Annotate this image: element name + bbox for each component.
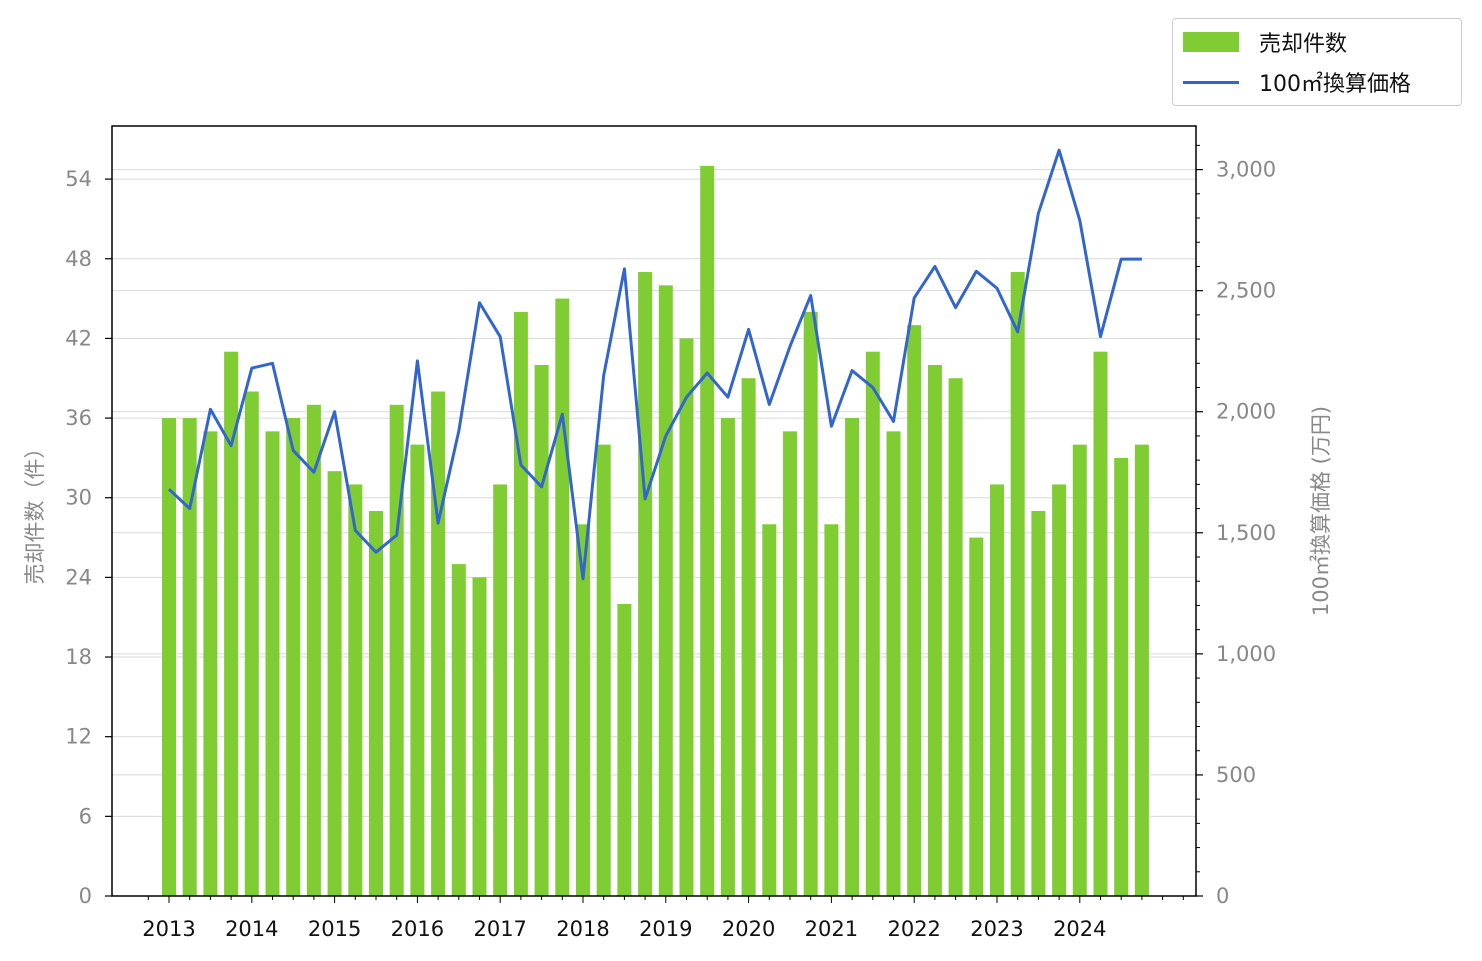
bar [720,418,735,896]
legend-item-sales-count: 売却件数 [1173,27,1347,57]
y-tick-label-left: 48 [65,247,92,271]
bar [990,484,1004,896]
bar [576,524,590,896]
bar [1031,511,1046,896]
bar [224,351,239,896]
y-tick-label-right: 2,500 [1216,279,1276,303]
bar [513,311,528,896]
bar [824,524,839,896]
bar [1114,457,1129,896]
y-tick-label-left: 36 [65,406,92,430]
y-tick-label-right: 500 [1216,763,1256,787]
bar [306,404,321,896]
x-tick-label: 2024 [1053,917,1106,941]
legend-label-sales-count: 売却件数 [1259,32,1348,57]
bar [1010,272,1025,896]
y-tick-label-right: 1,500 [1216,521,1276,545]
bar [286,418,301,896]
y-tick-label-left: 42 [65,326,92,350]
bar [638,272,653,896]
x-tick-label: 2018 [556,917,609,941]
bar [1134,444,1149,896]
bar [493,484,508,896]
bar [1072,444,1087,896]
bar [845,418,860,896]
bar [927,364,942,896]
bar [865,351,880,896]
bar [741,378,756,896]
x-tick-label: 2022 [887,917,940,941]
x-tick-label: 2014 [225,917,278,941]
y-tick-label-right: 2,000 [1216,400,1276,424]
bar [783,431,797,896]
bar [886,431,901,896]
legend-bar-swatch [1183,32,1239,52]
bar [410,444,425,896]
x-tick-label: 2015 [308,917,361,941]
bar [762,524,777,896]
price-line [167,148,1142,581]
bar [969,537,984,896]
y-axis-label-left: 売却件数（件） [23,438,47,585]
y-tick-label-left: 12 [65,725,92,749]
y-axis-label-right: 100㎡換算価格 (万円) [1309,406,1333,616]
bar [451,564,466,896]
bar [472,577,487,896]
y-tick-label-left: 24 [65,565,92,589]
y-tick-label-left: 30 [65,486,92,510]
bar [534,364,549,896]
x-tick-label: 2019 [639,917,692,941]
bar [617,603,632,896]
legend-item-price: 100㎡換算価格 [1173,67,1411,97]
x-tick-label: 2023 [970,917,1023,941]
bar [679,338,694,896]
bar [1093,351,1108,896]
y-tick-label-left: 0 [79,884,92,908]
legend-label-price: 100㎡換算価格 [1259,72,1411,97]
bar [389,404,404,896]
plot-frame [111,125,1197,897]
bar [348,484,363,896]
bar [555,298,570,897]
bar [244,391,259,896]
bar [203,431,218,896]
y-tick-label-left: 18 [65,645,92,669]
legend: 売却件数 100㎡換算価格 [1172,18,1462,106]
bar [327,471,342,896]
x-tick-label: 2016 [391,917,444,941]
bar [369,511,383,896]
bar [1052,484,1067,896]
bar [596,444,611,896]
bar [907,325,922,896]
bar [182,418,197,896]
y-tick-label-left: 54 [65,167,92,191]
y-tick-label-right: 1,000 [1216,642,1276,666]
x-tick-label: 2017 [473,917,526,941]
bar [658,285,673,897]
x-tick-label: 2020 [722,917,775,941]
legend-line-swatch [1183,80,1239,84]
x-tick-label: 2013 [142,917,195,941]
y-tick-label-right: 3,000 [1216,158,1276,182]
y-tick-label-right: 0 [1216,884,1229,908]
y-tick-label-left: 6 [79,804,92,828]
bar [162,418,176,896]
bar [803,311,818,896]
bar [431,391,446,896]
bar [948,378,963,896]
bar [700,165,715,897]
x-tick-label: 2021 [805,917,858,941]
bar [265,431,280,896]
